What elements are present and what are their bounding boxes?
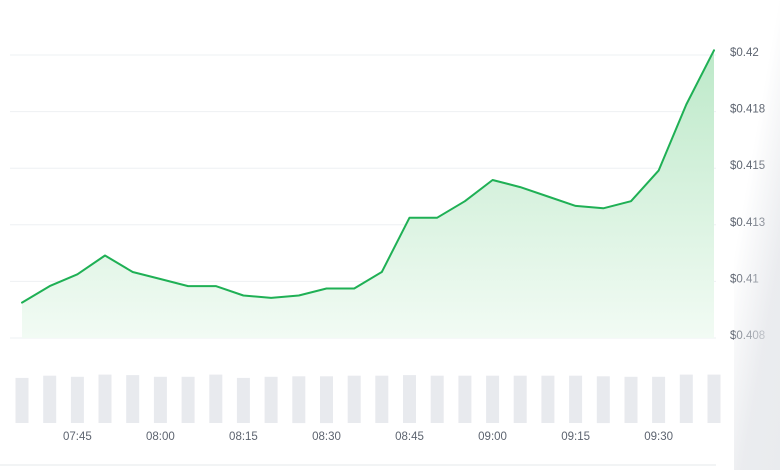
x-tick-label: 09:00 (478, 431, 507, 443)
volume-bar (596, 376, 610, 424)
volume-bar (569, 375, 583, 423)
y-tick-label: $0.41 (730, 273, 759, 285)
volume-bar (153, 376, 167, 423)
volume-bars (15, 374, 721, 424)
volume-bar (375, 375, 389, 423)
volume-bar (70, 376, 84, 423)
volume-bar (679, 374, 693, 423)
volume-bar (458, 375, 472, 423)
volume-bar (43, 375, 57, 423)
x-tick-label: 07:45 (63, 431, 92, 443)
volume-bar (98, 374, 112, 423)
x-tick-label: 08:00 (146, 431, 175, 443)
volume-bar (403, 375, 416, 423)
volume-bar (486, 375, 500, 423)
volume-bar (652, 376, 666, 423)
y-tick-label: $0.408 (730, 330, 765, 342)
volume-bar (264, 376, 278, 423)
volume-bar (513, 375, 527, 423)
price-area-fill (22, 50, 714, 339)
x-tick-label: 09:15 (561, 431, 590, 443)
volume-bar (707, 374, 721, 423)
volume-bar (236, 377, 250, 423)
y-tick-label: $0.42 (730, 47, 759, 59)
volume-bar (209, 374, 223, 423)
volume-bar (624, 376, 638, 423)
volume-bar (126, 375, 140, 423)
y-tick-label: $0.418 (730, 104, 765, 116)
y-tick-label: $0.413 (730, 217, 765, 229)
volume-bar (430, 375, 444, 423)
volume-bar (347, 375, 361, 423)
volume-bar (292, 376, 306, 424)
volume-bar (541, 375, 555, 423)
x-tick-label: 08:45 (395, 431, 424, 443)
x-tick-label: 09:30 (644, 431, 673, 443)
volume-bar (15, 377, 29, 423)
x-tick-label: 08:15 (229, 431, 258, 443)
price-area (21, 49, 715, 339)
volume-bar (320, 376, 333, 424)
x-tick-label: 08:30 (312, 431, 341, 443)
y-tick-label: $0.415 (730, 160, 765, 172)
volume-bar (181, 376, 195, 423)
price-line (21, 49, 715, 304)
